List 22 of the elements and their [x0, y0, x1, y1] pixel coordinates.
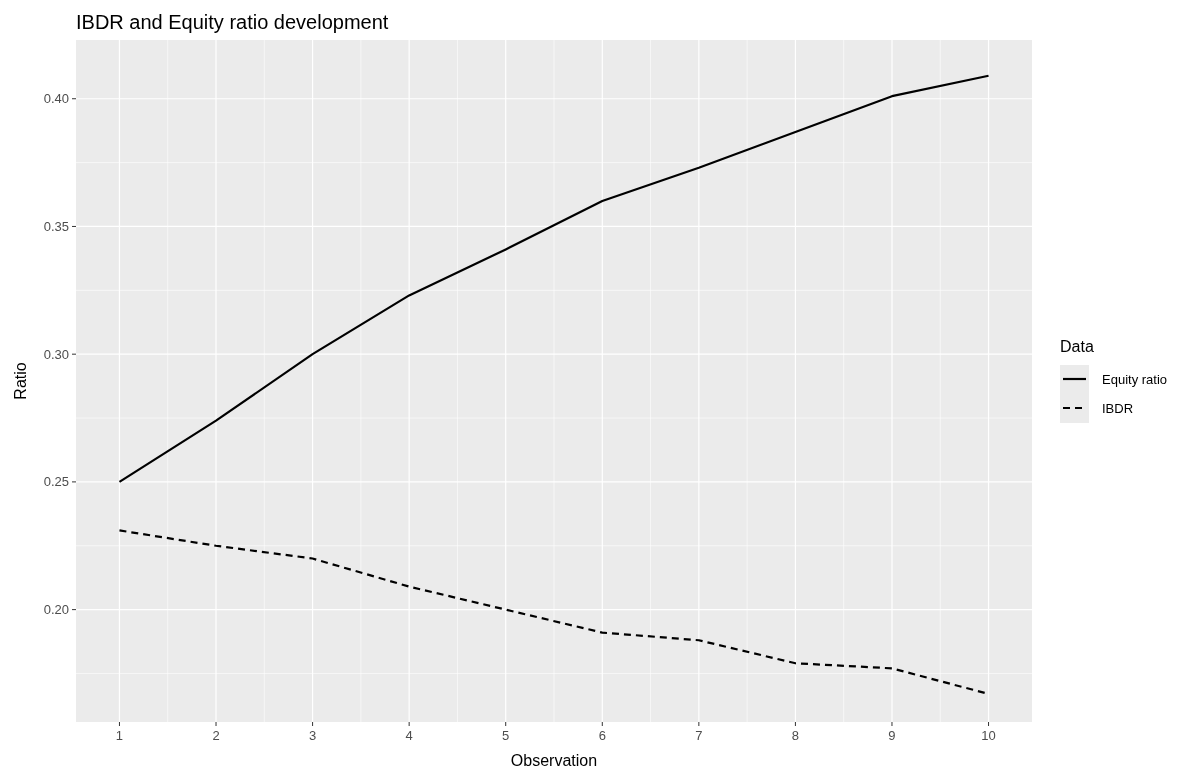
legend-label: IBDR	[1102, 401, 1134, 416]
chart-title: IBDR and Equity ratio development	[76, 11, 389, 33]
x-tick-label: 6	[598, 728, 606, 743]
x-tick-label: 4	[405, 728, 413, 743]
x-tick-label: 2	[212, 728, 220, 743]
x-tick-label: 7	[695, 728, 703, 743]
x-tick-label: 3	[308, 728, 317, 743]
y-tick-label: 0.30	[43, 346, 69, 362]
x-tick-label: 9	[888, 728, 896, 743]
y-tick-label: 0.35	[43, 218, 69, 234]
x-tick-label: 1	[115, 728, 124, 743]
y-tick-label: 0.25	[43, 474, 69, 490]
x-tick-label: 10	[981, 728, 996, 743]
line-series	[118, 74, 990, 483]
legend-label: Equity ratio	[1102, 372, 1168, 387]
y-tick-label: 0.20	[43, 602, 69, 618]
y-tick-label: 0.40	[43, 91, 69, 107]
x-axis-title: Observation	[510, 752, 598, 769]
y-axis-title: Ratio	[12, 362, 29, 400]
legend-title: Data	[1060, 338, 1094, 355]
x-tick-label: 8	[791, 728, 800, 743]
x-tick-label: 5	[502, 728, 510, 743]
